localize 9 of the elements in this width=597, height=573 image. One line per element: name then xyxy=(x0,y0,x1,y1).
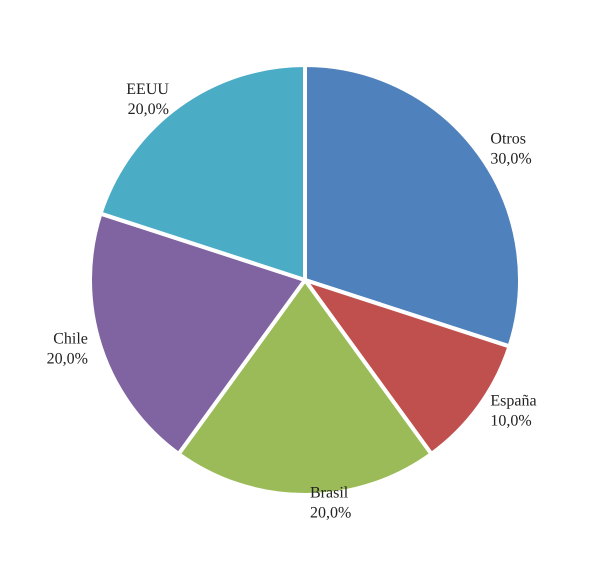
slice-label: España xyxy=(490,392,537,410)
data-label: 20,0% xyxy=(310,504,352,522)
data-label: 20,0% xyxy=(46,350,88,368)
data-label: 30,0% xyxy=(490,150,532,168)
data-label: 20,0% xyxy=(128,101,169,118)
slice-label: EEUU xyxy=(126,81,170,98)
data-label: 10,0% xyxy=(490,412,532,430)
slice-label: Otros xyxy=(490,130,526,148)
slice-label: Chile xyxy=(53,330,88,348)
